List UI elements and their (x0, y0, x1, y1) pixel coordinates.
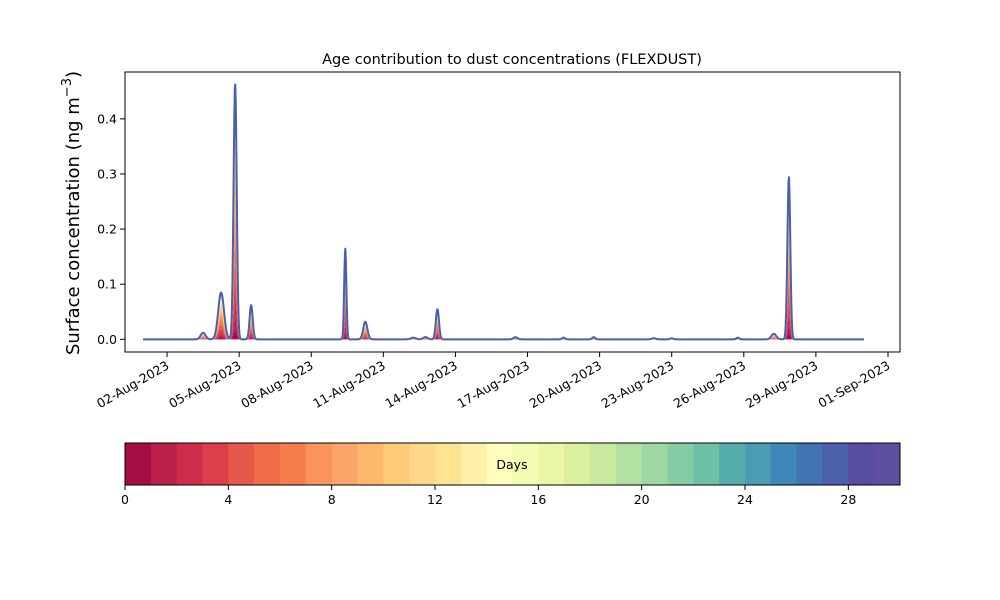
y-tick-label: 0.3 (97, 166, 117, 181)
x-tick-label: 11-Aug-2023 (310, 358, 388, 411)
colorbar-bin-8 (331, 443, 358, 485)
y-axis-label-close: ) (63, 71, 84, 78)
colorbar-bin-4 (228, 443, 255, 485)
colorbar-bin-18 (590, 443, 617, 485)
colorbar-bin-0 (125, 443, 152, 485)
y-tick-label: 0.2 (97, 222, 117, 237)
colorbar-bin-11 (409, 443, 436, 485)
y-tick-label: 0.4 (97, 111, 117, 126)
colorbar-bin-22 (693, 443, 720, 485)
y-axis-label-exponent: −3 (60, 78, 75, 97)
y-axis-label-text: Surface concentration (ng m (63, 97, 84, 355)
y-tick-label: 0.1 (97, 277, 117, 292)
x-tick-label: 01-Sep-2023 (815, 358, 892, 411)
colorbar-tick-label: 0 (121, 492, 129, 507)
colorbar-label: Days (496, 457, 527, 472)
x-tick-label: 20-Aug-2023 (527, 358, 605, 411)
colorbar-bin-3 (202, 443, 229, 485)
colorbar-bin-13 (460, 443, 488, 485)
plot-background (125, 72, 900, 352)
plot-area (125, 72, 900, 352)
colorbar-bin-19 (615, 443, 643, 485)
colorbar-bin-6 (280, 443, 307, 485)
x-tick-label: 17-Aug-2023 (454, 358, 532, 411)
colorbar-bin-15 (512, 443, 539, 485)
colorbar-tick-label: 4 (224, 492, 232, 507)
colorbar-bin-2 (176, 443, 203, 485)
colorbar-bin-28 (848, 443, 875, 485)
colorbar-bin-25 (770, 443, 798, 485)
colorbar-bin-20 (641, 443, 668, 485)
total-concentration-line (142, 83, 865, 341)
y-axis: 0.0 0.1 0.2 0.3 0.4 (97, 111, 125, 347)
x-tick-label: 29-Aug-2023 (743, 358, 821, 411)
colorbar-bin-12 (435, 443, 462, 485)
colorbar-bin-10 (383, 443, 410, 485)
x-tick-label: 23-Aug-2023 (599, 358, 677, 411)
colorbar-bin-1 (150, 443, 178, 485)
colorbar-bin-26 (796, 443, 823, 485)
colorbar: 0 4 8 12 16 20 24 28 (121, 442, 901, 507)
x-tick-label: 14-Aug-2023 (382, 358, 460, 411)
x-axis: 02-Aug-202305-Aug-202308-Aug-202311-Aug-… (94, 352, 892, 411)
colorbar-bin-27 (822, 443, 849, 485)
x-tick-label: 02-Aug-2023 (94, 358, 172, 411)
x-tick-label: 08-Aug-2023 (238, 358, 316, 411)
colorbar-bin-16 (538, 443, 565, 485)
colorbar-tick-label: 28 (840, 492, 856, 507)
colorbar-bin-29 (874, 443, 901, 485)
total-line (142, 83, 865, 341)
axes-frame (124, 71, 901, 353)
chart-title: Age contribution to dust concentrations … (322, 52, 702, 68)
axes-border (124, 71, 901, 353)
colorbar-bin-23 (719, 443, 746, 485)
y-tick-label: 0.0 (97, 332, 117, 347)
y-axis-label: Surface concentration (ng m−3) (60, 71, 84, 355)
colorbar-tick-label: 24 (737, 492, 753, 507)
colorbar-tick-label: 8 (328, 492, 336, 507)
colorbar-tick-label: 12 (427, 492, 443, 507)
colorbar-bin-17 (564, 443, 591, 485)
colorbar-bin-9 (357, 443, 384, 485)
colorbar-tick-label: 16 (530, 492, 546, 507)
colorbar-border (124, 442, 901, 486)
x-tick-label: 05-Aug-2023 (166, 358, 244, 411)
x-tick-label: 26-Aug-2023 (671, 358, 749, 411)
colorbar-bin-21 (667, 443, 694, 485)
colorbar-tick-label: 20 (634, 492, 650, 507)
colorbar-bin-7 (305, 443, 333, 485)
colorbar-bin-5 (254, 443, 281, 485)
colorbar-bin-24 (745, 443, 772, 485)
colorbar-bin-14 (486, 443, 513, 485)
